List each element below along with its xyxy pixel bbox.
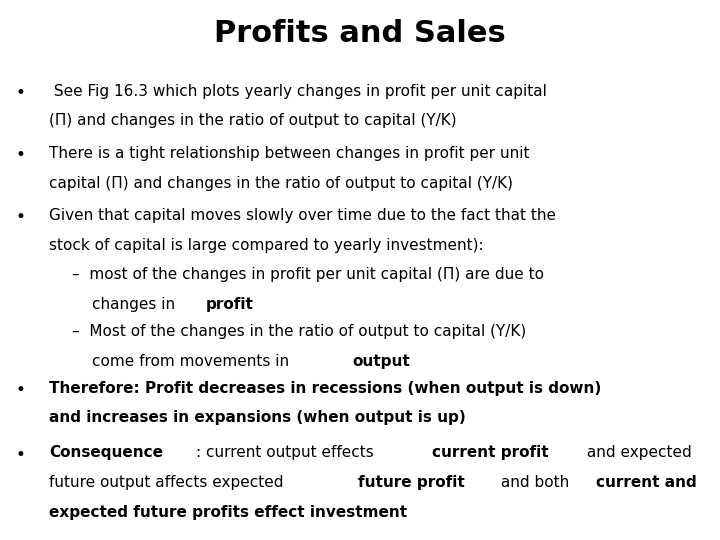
Text: Consequence: Consequence	[49, 446, 163, 461]
Text: expected future profits effect investment: expected future profits effect investmen…	[49, 505, 407, 520]
Text: stock of capital is large compared to yearly investment):: stock of capital is large compared to ye…	[49, 238, 484, 253]
Text: future output affects expected: future output affects expected	[49, 475, 288, 490]
Text: Therefore: Profit decreases in recessions (when output is down): Therefore: Profit decreases in recession…	[49, 381, 601, 396]
Text: •: •	[16, 208, 26, 226]
Text: current profit: current profit	[432, 446, 549, 461]
Text: and expected: and expected	[582, 446, 692, 461]
Text: come from movements in: come from movements in	[92, 354, 294, 369]
Text: and both: and both	[495, 475, 574, 490]
Text: •: •	[16, 84, 26, 102]
Text: current and: current and	[596, 475, 697, 490]
Text: •: •	[16, 381, 26, 399]
Text: There is a tight relationship between changes in profit per unit: There is a tight relationship between ch…	[49, 146, 529, 161]
Text: –  Most of the changes in the ratio of output to capital (Y/K): – Most of the changes in the ratio of ou…	[72, 324, 526, 339]
Text: output: output	[353, 354, 410, 369]
Text: and increases in expansions (when output is up): and increases in expansions (when output…	[49, 410, 466, 426]
Text: Given that capital moves slowly over time due to the fact that the: Given that capital moves slowly over tim…	[49, 208, 556, 223]
Text: •: •	[16, 446, 26, 463]
Text: profit: profit	[206, 297, 253, 312]
Text: : current output effects: : current output effects	[196, 446, 379, 461]
Text: (Π) and changes in the ratio of output to capital (Y/K): (Π) and changes in the ratio of output t…	[49, 113, 456, 129]
Text: See Fig 16.3 which plots yearly changes in profit per unit capital: See Fig 16.3 which plots yearly changes …	[49, 84, 546, 99]
Text: capital (Π) and changes in the ratio of output to capital (Y/K): capital (Π) and changes in the ratio of …	[49, 176, 513, 191]
Text: changes in: changes in	[92, 297, 180, 312]
Text: future profit: future profit	[358, 475, 464, 490]
Text: •: •	[16, 146, 26, 164]
Text: –  most of the changes in profit per unit capital (Π) are due to: – most of the changes in profit per unit…	[72, 267, 544, 282]
Text: Profits and Sales: Profits and Sales	[214, 19, 506, 48]
